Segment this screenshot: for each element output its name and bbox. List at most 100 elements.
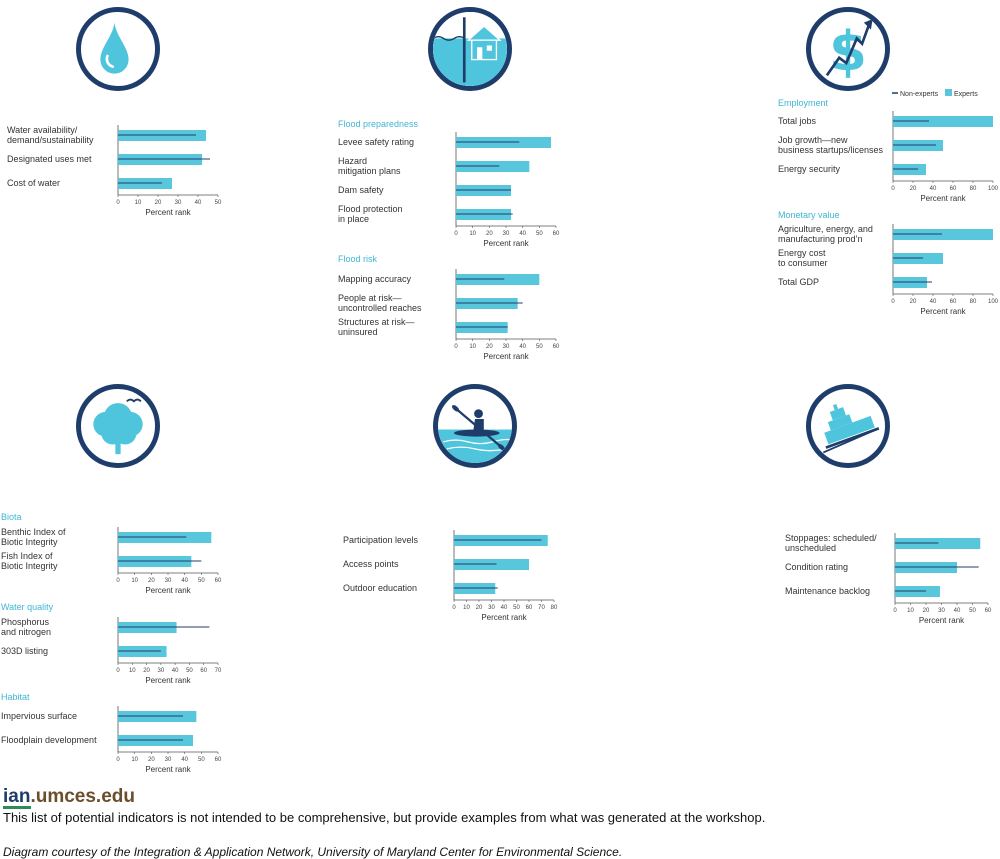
tick-label: 40: [181, 578, 188, 584]
tick-label: 20: [476, 605, 483, 611]
dollar-growth-icon: $: [806, 7, 890, 91]
experts-bar: [893, 229, 993, 240]
svg-text:$: $: [829, 19, 867, 83]
tick-label: 30: [503, 231, 510, 237]
x-axis-label: Percent rank: [145, 586, 191, 595]
category-label: Total GDP: [778, 277, 819, 287]
tick-label: 20: [143, 668, 150, 674]
x-axis-label: Percent rank: [920, 194, 966, 203]
tick-label: 40: [501, 605, 508, 611]
section-title: Habitat: [1, 692, 30, 702]
water-drop-icon: [76, 7, 160, 91]
section-title: Flood preparedness: [338, 119, 419, 129]
chart-recreation: 0 10 20 30 40 50 60 70 80 Percent rank Participati…: [343, 530, 558, 622]
category-label: Levee safety rating: [338, 137, 414, 147]
legend: Non-experts Experts: [892, 89, 978, 98]
category-label: People at risk— uncontrolled reaches: [338, 293, 422, 313]
tick-label: 40: [519, 344, 526, 350]
category-label: 303D listing: [1, 646, 48, 656]
tick-label: 50: [969, 608, 976, 614]
x-axis-label: Percent rank: [483, 239, 529, 248]
logo-domain-text: .umces.edu: [30, 786, 135, 807]
section-title: Employment: [778, 98, 829, 108]
tick-label: 40: [930, 299, 937, 305]
category-label: Impervious surface: [1, 711, 77, 721]
tick-label: 60: [950, 299, 957, 305]
tick-label: 20: [910, 186, 917, 192]
tick-label: 0: [891, 299, 895, 305]
tick-label: 10: [469, 344, 476, 350]
chart-biota: Biota 0 10 20 30 40 50 60 Percent rank Benthic In…: [1, 512, 222, 595]
logo-underline: [3, 806, 31, 809]
tick-label: 50: [536, 231, 543, 237]
ian-logo: ian.umces.edu: [3, 786, 135, 808]
tick-label: 30: [158, 668, 165, 674]
tick-label: 20: [923, 608, 930, 614]
footer-credit: Diagram courtesy of the Integration & Ap…: [3, 845, 623, 859]
tick-label: 50: [198, 757, 205, 763]
legend-experts-swatch: [945, 89, 952, 96]
tick-label: 20: [486, 231, 493, 237]
category-label: Energy cost to consumer: [778, 248, 828, 268]
logo-ian-text: ian: [3, 786, 31, 807]
tick-label: 0: [116, 200, 120, 206]
tick-label: 100: [988, 186, 999, 192]
tick-label: 40: [930, 186, 937, 192]
tick-label: 60: [553, 231, 560, 237]
x-axis-label: Percent rank: [920, 307, 966, 316]
tick-label: 40: [172, 668, 179, 674]
tick-label: 0: [891, 186, 895, 192]
category-label: Condition rating: [785, 562, 848, 572]
tick-label: 50: [198, 578, 205, 584]
category-label: Designated uses met: [7, 154, 92, 164]
tick-label: 20: [148, 757, 155, 763]
tick-label: 60: [553, 344, 560, 350]
category-label: Total jobs: [778, 116, 817, 126]
tick-label: 70: [538, 605, 545, 611]
tick-label: 30: [165, 578, 172, 584]
category-label: Structures at risk— uninsured: [338, 317, 415, 337]
tick-label: 0: [454, 231, 458, 237]
tick-label: 10: [131, 578, 138, 584]
x-axis-label: Percent rank: [481, 613, 527, 622]
chart-flood-preparedness: Flood preparedness 0 10 20 30 40 50 60 Percent r…: [338, 119, 560, 248]
tick-label: 10: [135, 200, 142, 206]
legend-experts-label: Experts: [954, 91, 978, 98]
tick-label: 40: [195, 200, 202, 206]
section-title: Water quality: [1, 602, 54, 612]
tick-label: 50: [513, 605, 520, 611]
category-label: Water availability/demand/sustainability: [7, 125, 94, 145]
category-label: Floodplain development: [1, 735, 97, 745]
tree-bird-icon: [76, 384, 160, 468]
tick-label: 60: [200, 668, 207, 674]
tick-label: 20: [155, 200, 162, 206]
tick-label: 30: [503, 344, 510, 350]
legend-non-experts-label: Non-experts: [900, 91, 939, 98]
category-label: Job growth—new business startups/licenses: [778, 135, 884, 155]
category-label: Stoppages: scheduled/unscheduled: [785, 533, 877, 553]
tick-label: 50: [215, 200, 222, 206]
tick-label: 50: [536, 344, 543, 350]
category-label: Fish Index of Biotic Integrity: [1, 551, 58, 571]
tick-label: 60: [985, 608, 992, 614]
tick-label: 30: [165, 757, 172, 763]
tick-label: 40: [954, 608, 961, 614]
tick-label: 30: [175, 200, 182, 206]
category-label: Benthic Index of Biotic Integrity: [1, 527, 66, 547]
kayaker-icon: [433, 384, 517, 468]
tick-label: 0: [116, 578, 120, 584]
category-label: Energy security: [778, 164, 841, 174]
tick-label: 0: [454, 344, 458, 350]
category-label: Mapping accuracy: [338, 274, 412, 284]
category-label: Cost of water: [7, 178, 60, 188]
category-label: Phosphorus and nitrogen: [1, 617, 51, 637]
category-label: Flood protection in place: [338, 204, 403, 224]
tick-label: 60: [215, 757, 222, 763]
tick-label: 20: [148, 578, 155, 584]
category-label: Dam safety: [338, 185, 384, 195]
footer-note: This list of potential indicators is not…: [3, 810, 766, 825]
chart-water-quality: Water quality 0 10 20 30 40 50 60 70 Percent rank…: [1, 602, 222, 685]
section-title: Biota: [1, 512, 22, 522]
section-title: Monetary value: [778, 210, 840, 220]
barge-icon: [806, 384, 890, 468]
